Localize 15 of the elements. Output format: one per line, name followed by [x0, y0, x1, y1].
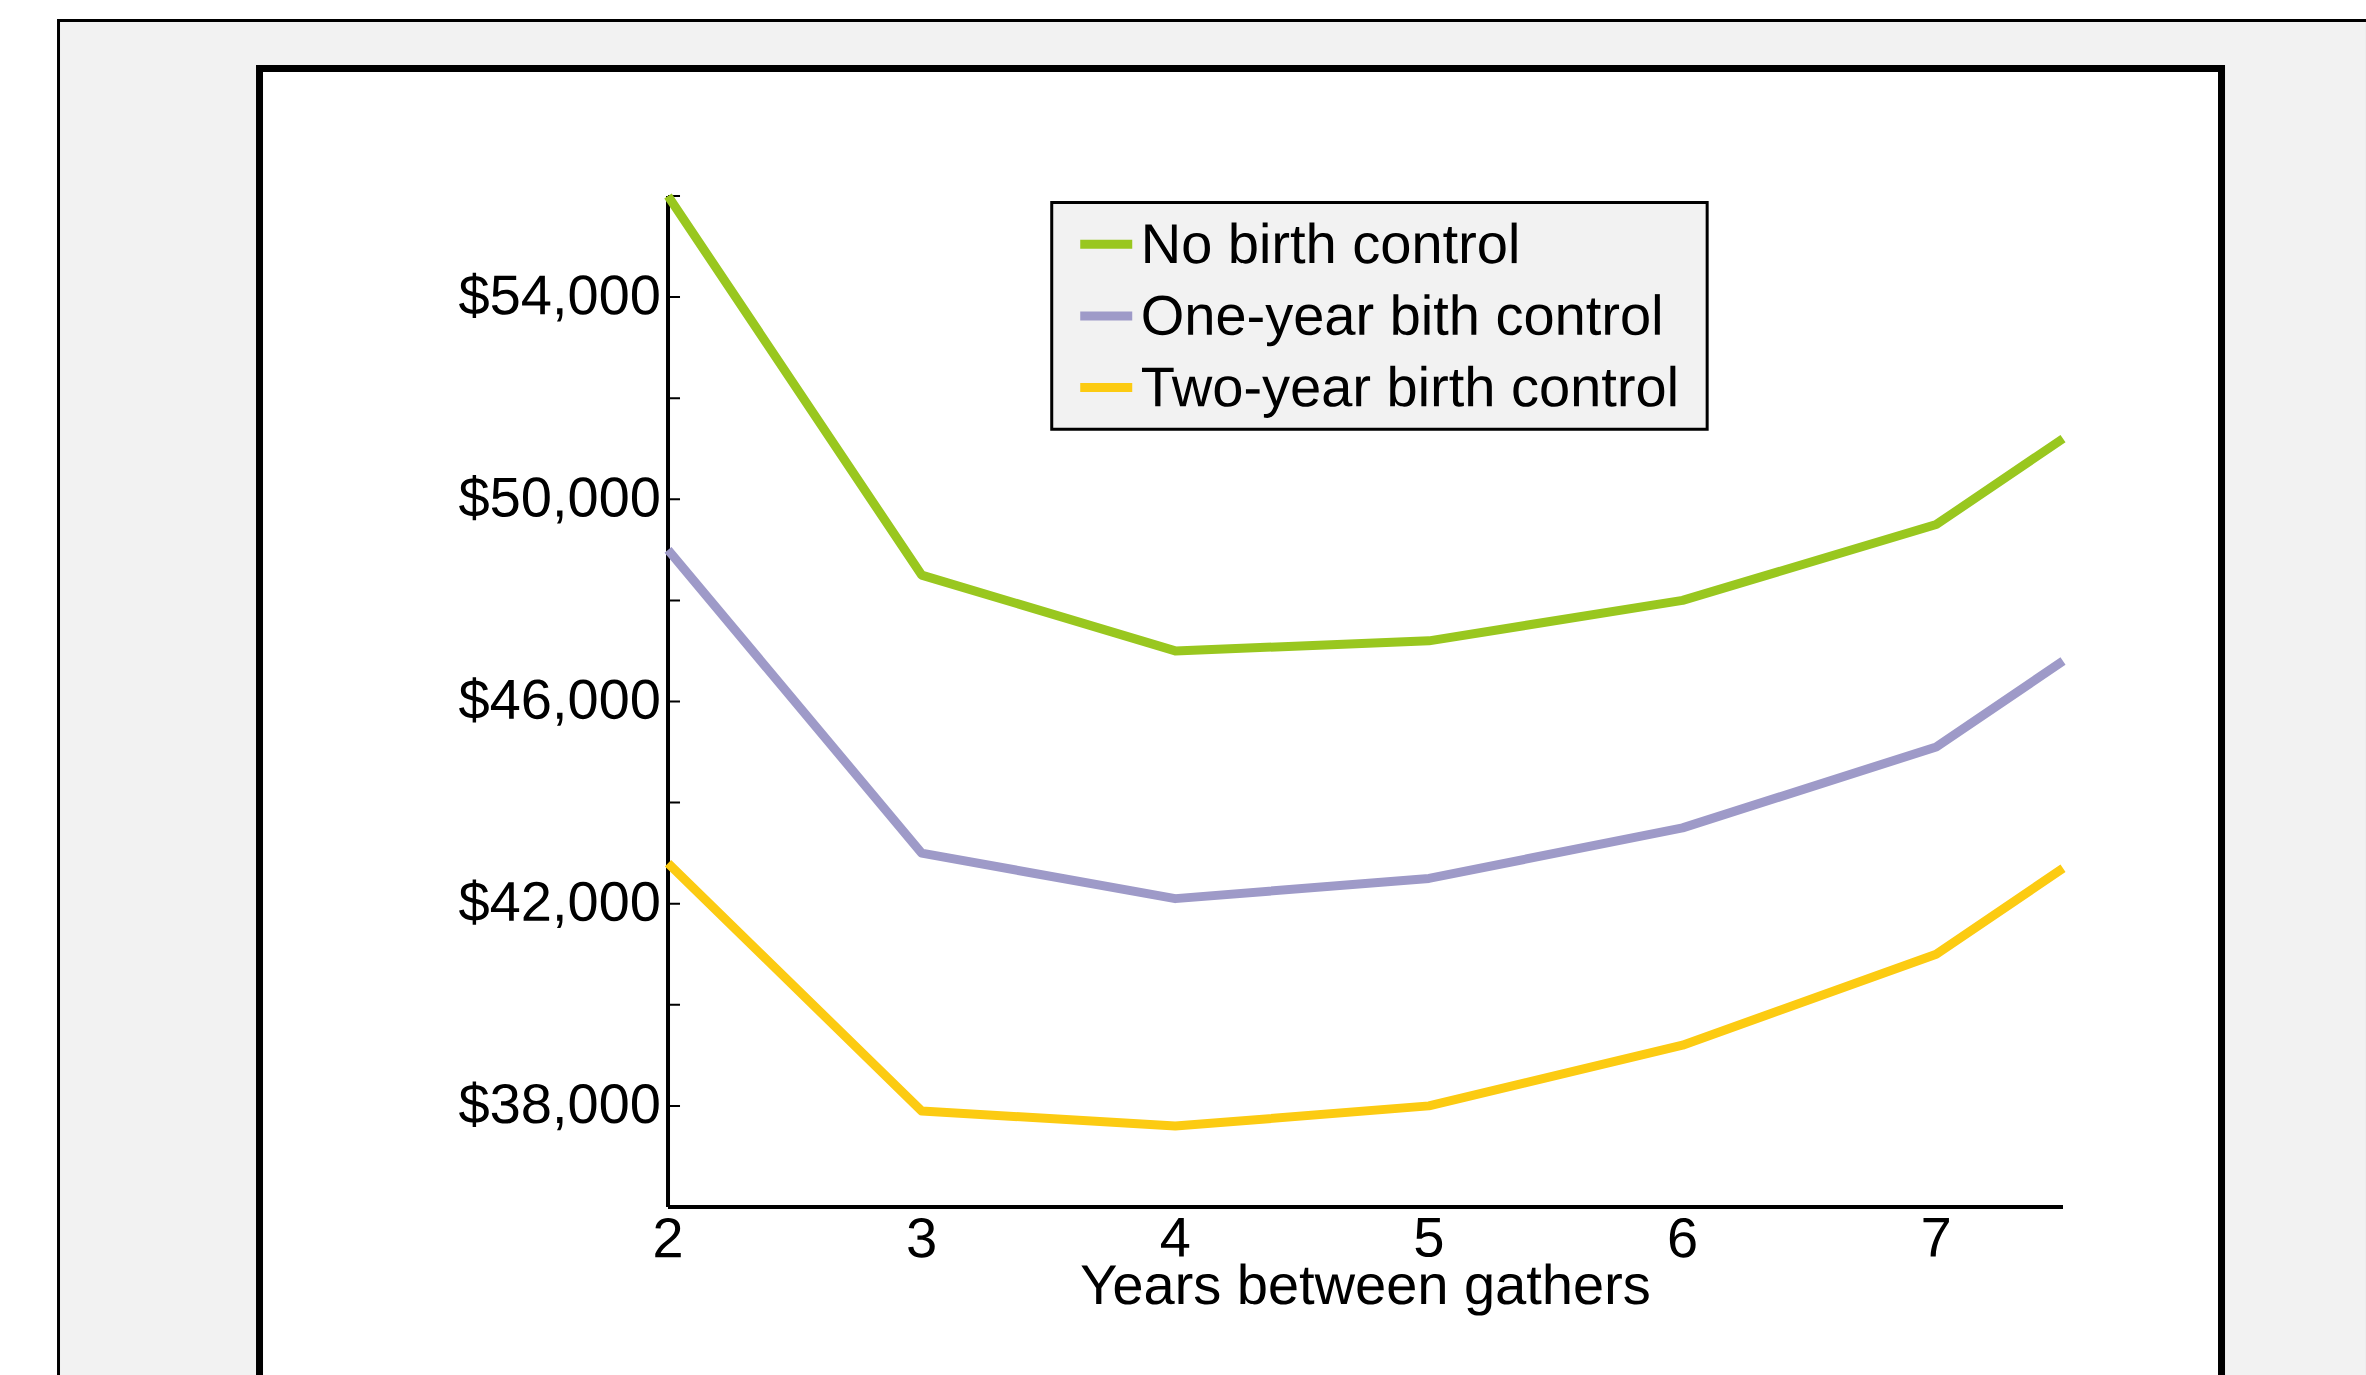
x-tick-label: 4 [1161, 1218, 1190, 1257]
y-tick-label: $38,000 [459, 1081, 659, 1131]
x-tick-label: 6 [1669, 1218, 1696, 1258]
x-tick-label: 2 [655, 1218, 681, 1258]
y-tick-label: $54,000 [459, 272, 659, 322]
x-tick-label: 7 [1923, 1218, 1949, 1257]
legend-label: One-year bith control [1143, 294, 1660, 347]
y-tick-label: $46,000 [459, 677, 659, 726]
y-tick-label: $42,000 [459, 879, 659, 928]
x-tick-label: 3 [908, 1218, 935, 1258]
legend-label: No birth control [1145, 222, 1517, 264]
x-axis-title: Years between gathers [1081, 1263, 1649, 1316]
y-tick-label: $50,000 [459, 474, 659, 524]
legend-label: Two-year birth control [1141, 365, 1676, 418]
x-tick-label: 5 [1415, 1218, 1443, 1258]
